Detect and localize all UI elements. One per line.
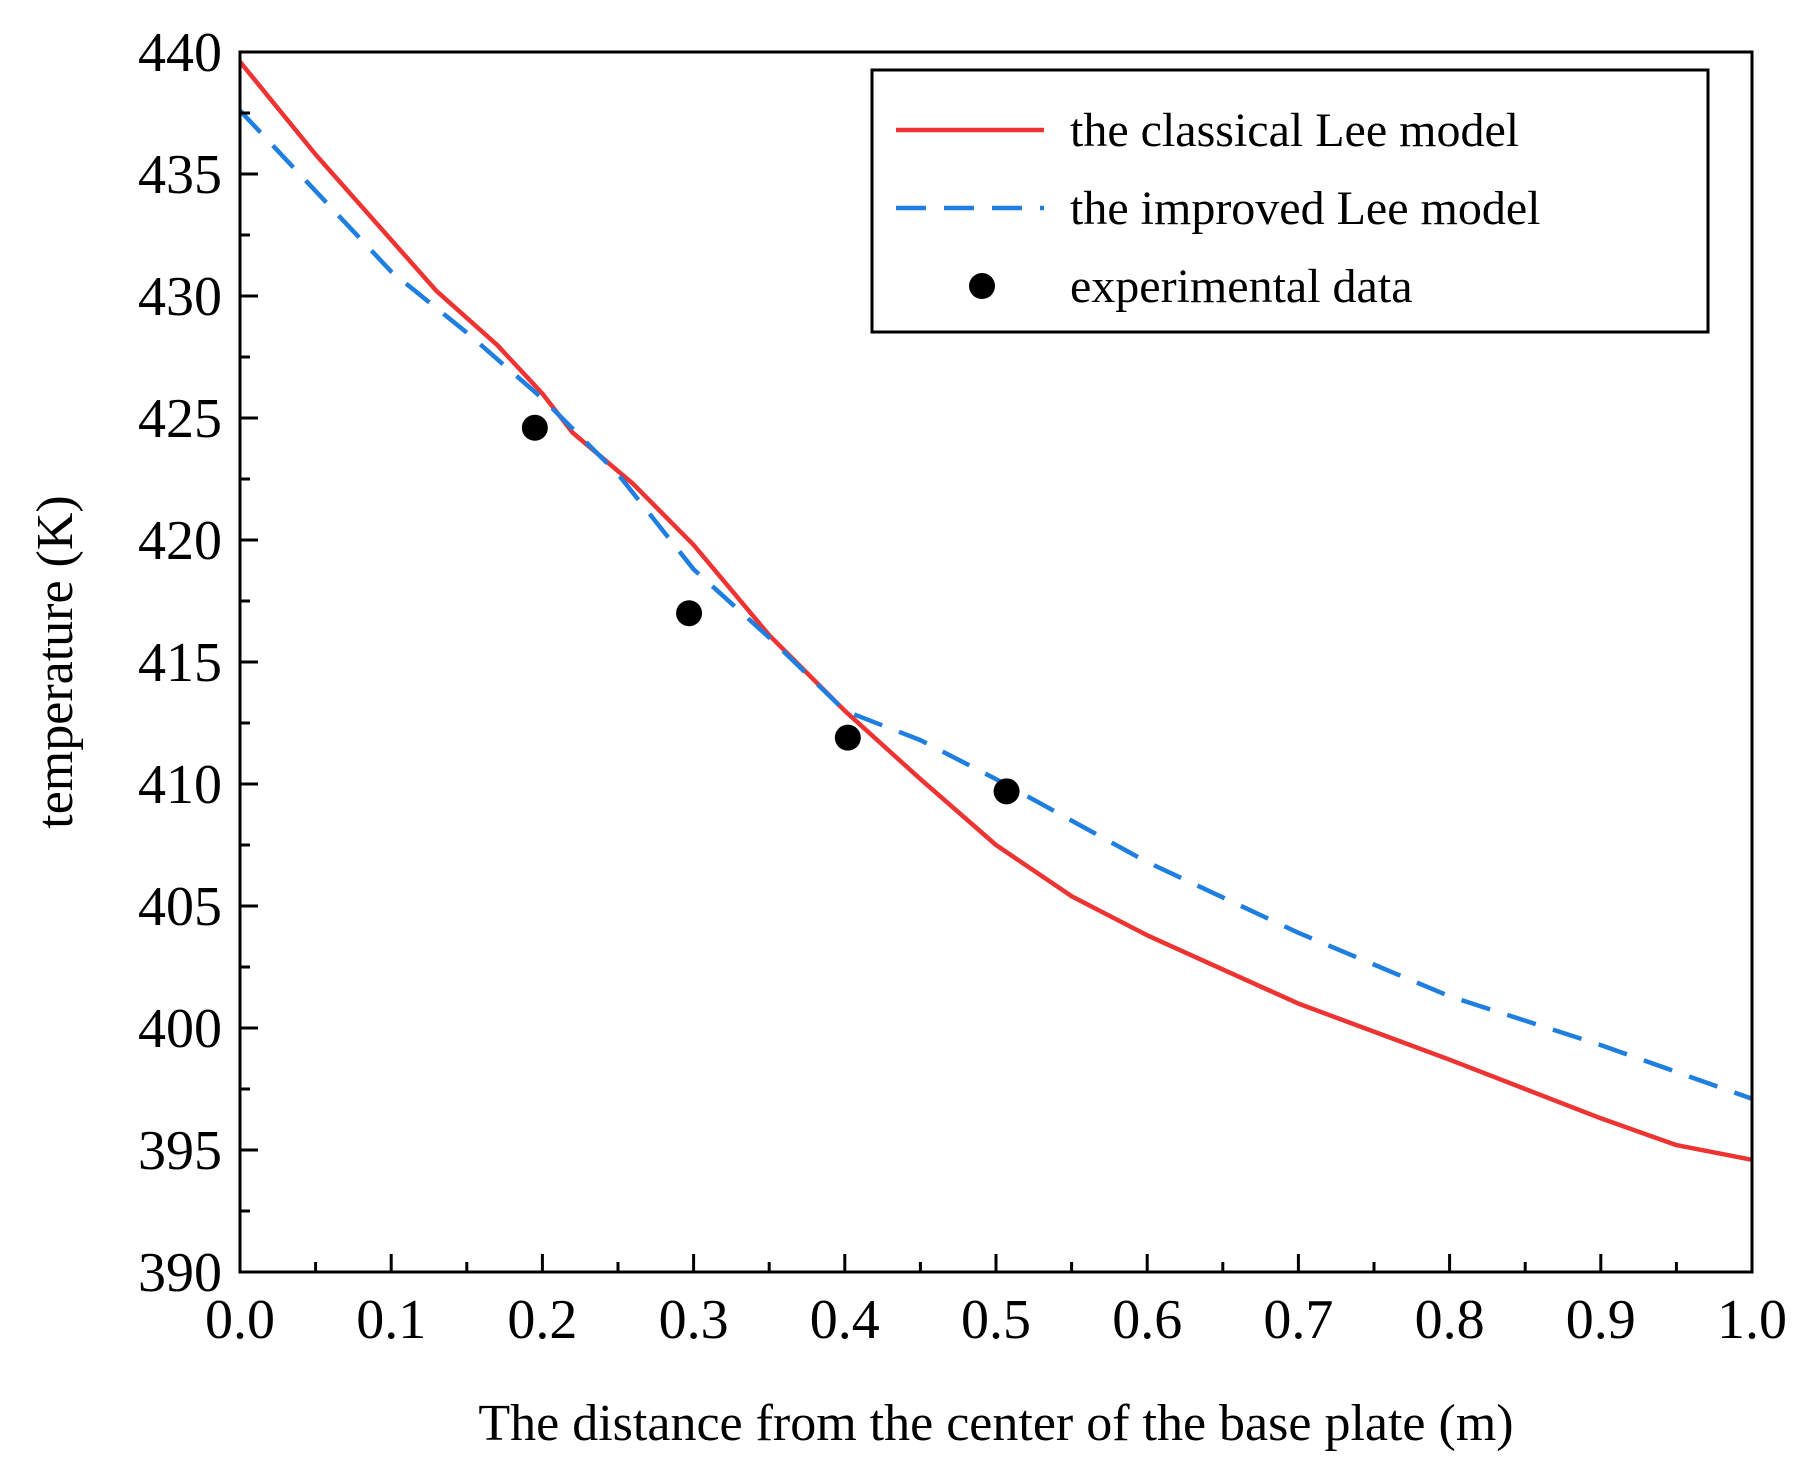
x-axis-title: The distance from the center of the base… <box>478 1395 1513 1452</box>
series-layer <box>238 60 1753 1163</box>
data-point <box>993 778 1020 805</box>
y-tick-label: 420 <box>138 510 222 572</box>
axes-layer: 0.0 0.1 0.2 0.3 0.4 0.5 0.6 0.7 0.8 0.9 1.0 390 395 4… <box>138 22 1787 1351</box>
series-line <box>238 60 1753 1163</box>
x-tick-label: 0.1 <box>356 1289 426 1351</box>
x-tick-label: 0.2 <box>507 1289 577 1351</box>
data-point <box>521 414 548 441</box>
y-tick-label: 415 <box>138 632 222 694</box>
y-tick-label: 400 <box>138 998 222 1060</box>
x-tick-label: 0.7 <box>1263 1289 1333 1351</box>
legend-label: the classical Lee model <box>1070 104 1519 157</box>
y-axis-title: temperature (K) <box>27 495 84 828</box>
legend: the classical Lee model the improved Lee … <box>870 68 1710 334</box>
y-tick-label: 440 <box>138 22 222 84</box>
y-tick-label: 405 <box>138 876 222 938</box>
legend-label: experimental data <box>1070 260 1413 313</box>
x-tick-label: 0.4 <box>810 1289 880 1351</box>
y-tick-label: 390 <box>138 1242 222 1304</box>
legend-box <box>870 68 1710 334</box>
y-tick-label: 395 <box>138 1120 222 1182</box>
x-tick-label: 0.0 <box>205 1289 275 1351</box>
x-tick-label: 1.0 <box>1717 1289 1787 1351</box>
data-point <box>834 724 861 751</box>
y-tick-label: 435 <box>138 144 222 206</box>
x-tick-label: 0.8 <box>1415 1289 1485 1351</box>
x-tick-label: 0.3 <box>659 1289 729 1351</box>
x-tick-label: 0.6 <box>1112 1289 1182 1351</box>
legend-label: the improved Lee model <box>1070 182 1541 235</box>
y-tick-label: 430 <box>138 266 222 328</box>
y-tick-label: 410 <box>138 754 222 816</box>
series-line <box>238 109 1753 1101</box>
y-tick-label: 425 <box>138 388 222 450</box>
x-tick-label: 0.9 <box>1566 1289 1636 1351</box>
legend-swatch <box>969 273 995 299</box>
data-point <box>676 600 703 627</box>
x-tick-label: 0.5 <box>961 1289 1031 1351</box>
